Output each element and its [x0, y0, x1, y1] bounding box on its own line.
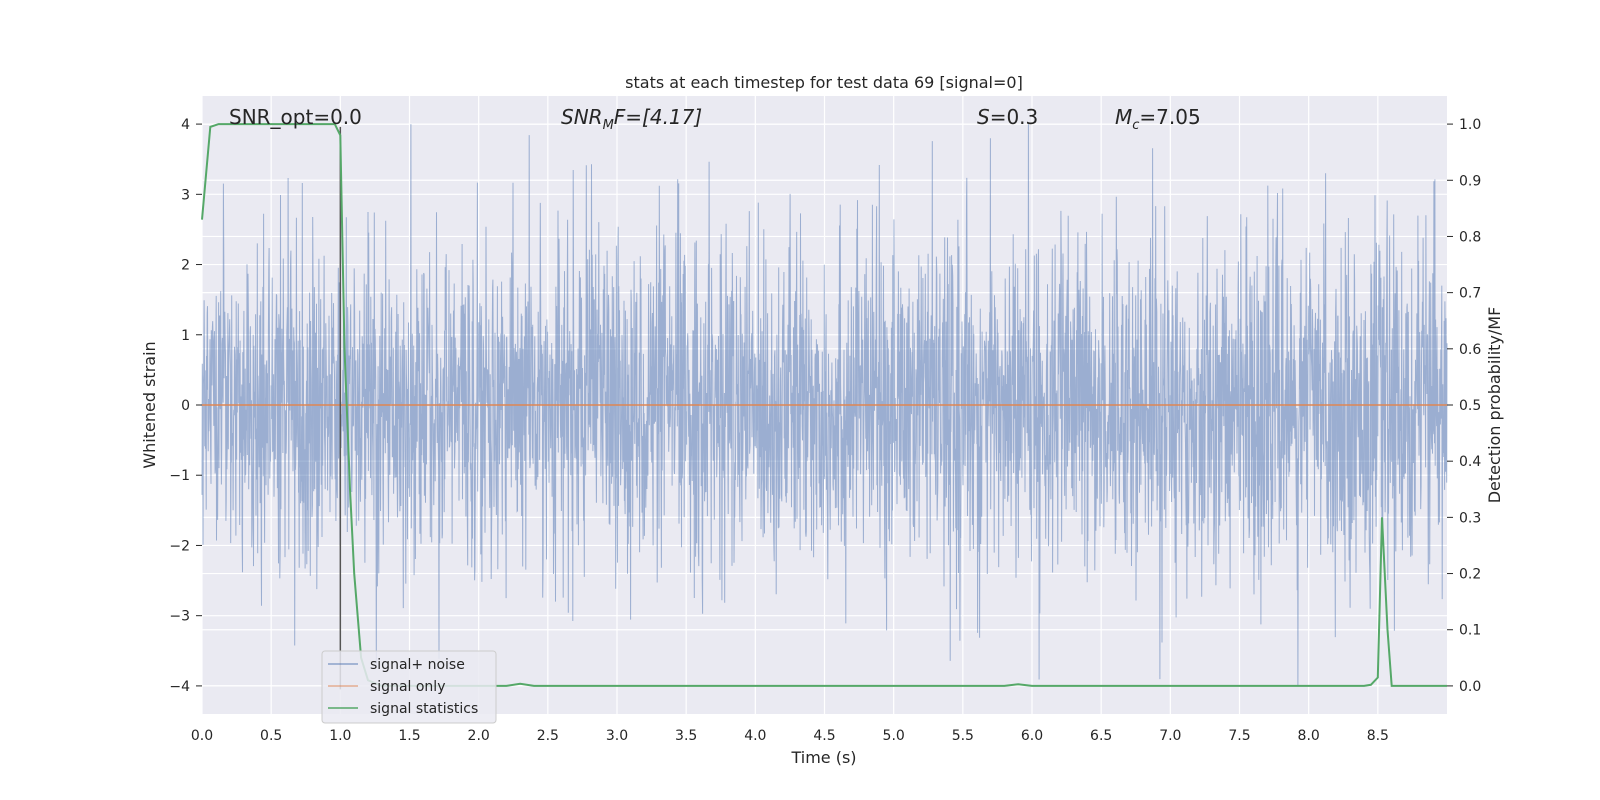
- y-axis-label: Whitened strain: [140, 341, 159, 468]
- signal-statistics-series: [201, 123, 1447, 687]
- x-tick-label: 6.0: [1021, 728, 1043, 744]
- x-axis-label: Time (s): [790, 748, 856, 767]
- y2-tick-label: 0.0: [1459, 679, 1481, 695]
- x-tick-label: 1.0: [329, 728, 351, 744]
- y-tick-label: 3: [181, 187, 190, 203]
- x-tick-label: 7.0: [1159, 728, 1181, 744]
- y2-tick-label: 1.0: [1459, 117, 1481, 133]
- x-tick-label: 2.5: [537, 728, 559, 744]
- signal-noise-series: [201, 124, 1448, 686]
- chart-title: stats at each timestep for test data 69 …: [625, 73, 1023, 92]
- y2-tick-label: 0.5: [1459, 398, 1481, 414]
- x-tick-label: 8.5: [1367, 728, 1389, 744]
- y2-axis-ticks: 0.0 0.1 0.2 0.3 0.4 0.5 0.6 0.7 0.8 0.9 1.0: [1447, 117, 1481, 695]
- x-tick-label: 0.0: [191, 728, 213, 744]
- x-tick-label: 5.0: [883, 728, 905, 744]
- legend-box: [321, 650, 497, 724]
- y-tick-label: 4: [181, 117, 190, 133]
- legend-label-signal-noise: signal+ noise: [370, 657, 465, 673]
- x-tick-label: 3.0: [606, 728, 628, 744]
- y2-tick-label: 0.9: [1459, 173, 1481, 189]
- y-tick-label: 1: [181, 328, 190, 344]
- y-tick-label: −1: [169, 468, 190, 484]
- x-tick-label: 3.5: [675, 728, 697, 744]
- x-tick-label: 4.5: [813, 728, 835, 744]
- y2-tick-label: 0.4: [1459, 454, 1481, 470]
- y2-tick-label: 0.2: [1459, 567, 1481, 583]
- annotation-s: S=0.3: [977, 105, 1038, 129]
- y-tick-label: −3: [169, 609, 190, 625]
- annotation-snr-opt: SNR_opt=0.0: [229, 105, 362, 129]
- y-tick-label: 2: [181, 258, 190, 274]
- legend-label-signal-only: signal only: [370, 679, 445, 695]
- x-tick-label: 4.0: [744, 728, 766, 744]
- annotation-mc: Mc=7.05: [1115, 105, 1201, 133]
- legend: signal+ noise signal only signal statist…: [321, 650, 497, 724]
- y2-tick-label: 0.1: [1459, 623, 1481, 639]
- x-tick-label: 6.5: [1090, 728, 1112, 744]
- y-tick-label: 0: [181, 398, 190, 414]
- annotation-snr-mf: SNRMF=[4.17]: [561, 105, 702, 133]
- legend-label-signal-statistics: signal statistics: [370, 701, 478, 717]
- x-tick-label: 5.5: [952, 728, 974, 744]
- y2-tick-label: 0.8: [1459, 229, 1481, 245]
- x-tick-label: 2.0: [468, 728, 490, 744]
- x-tick-label: 0.5: [260, 728, 282, 744]
- y2-tick-label: 0.3: [1459, 510, 1481, 526]
- y2-tick-label: 0.6: [1459, 342, 1481, 358]
- y-axis-ticks: −4 −3 −2 −1 0 1 2 3 4: [169, 117, 202, 695]
- x-axis-ticks: 0.0 0.5 1.0 1.5 2.0 2.5 3.0 3.5 4.0 4.5 5.0 5.5 6.0 6…: [191, 728, 1389, 744]
- x-tick-label: 8.0: [1298, 728, 1320, 744]
- y2-axis-label: Detection probability/MF: [1485, 307, 1504, 504]
- y-tick-label: −4: [169, 679, 190, 695]
- x-tick-label: 1.5: [398, 728, 420, 744]
- y-tick-label: −2: [169, 538, 190, 554]
- signal-noise-path: [201, 124, 1448, 686]
- y2-tick-label: 0.7: [1459, 286, 1481, 302]
- x-tick-label: 7.5: [1228, 728, 1250, 744]
